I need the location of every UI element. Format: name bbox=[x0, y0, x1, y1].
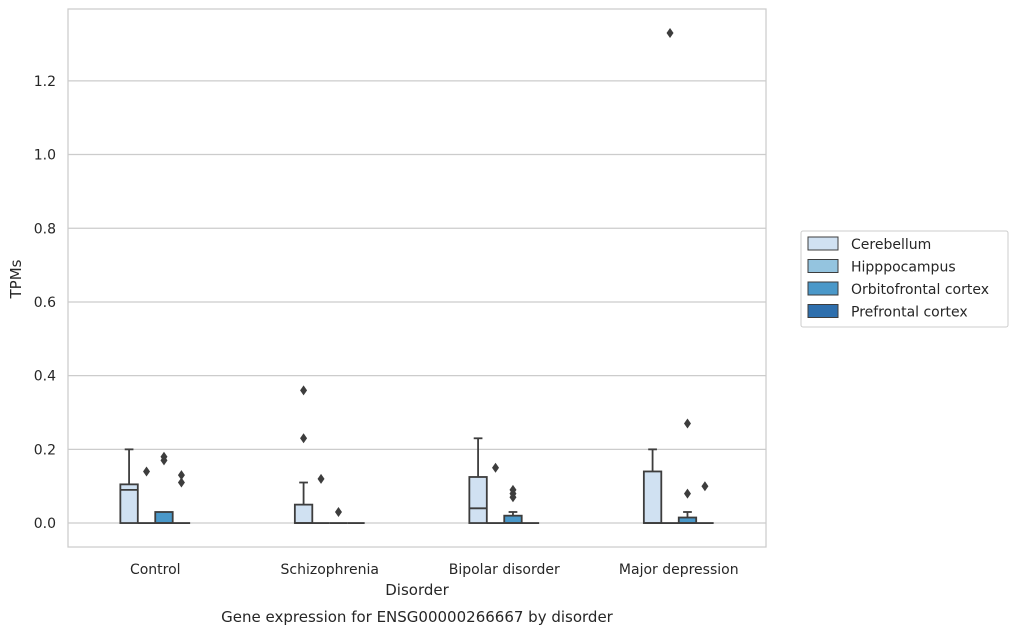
legend-swatch bbox=[807, 304, 839, 318]
grid-lines bbox=[68, 80, 766, 524]
box-body bbox=[503, 514, 523, 524]
outlier-point bbox=[177, 470, 185, 481]
box-body bbox=[119, 483, 139, 524]
y-tick-label: 0.0 bbox=[34, 516, 56, 532]
outlier-point bbox=[160, 451, 168, 462]
outlier-point bbox=[666, 27, 674, 38]
box-body bbox=[293, 503, 314, 524]
legend-label: Hipppocampus bbox=[851, 260, 956, 276]
legend-swatch bbox=[807, 281, 839, 296]
box-body bbox=[468, 476, 488, 524]
y-tick-label: 0.6 bbox=[34, 295, 56, 311]
x-axis-label: Disorder bbox=[385, 581, 449, 599]
y-tick-label: 0.4 bbox=[34, 369, 56, 385]
box-body bbox=[154, 511, 174, 524]
box bbox=[468, 437, 488, 524]
x-tick-label: Control bbox=[130, 562, 181, 578]
legend-swatch bbox=[807, 236, 839, 251]
y-tick-label: 0.2 bbox=[34, 442, 56, 458]
series-hipppocampus bbox=[137, 27, 679, 524]
outlier-point bbox=[317, 473, 325, 484]
outlier-point bbox=[701, 481, 709, 492]
chart-title: Gene expression for ENSG00000266667 by d… bbox=[221, 608, 614, 626]
legend-item: Hipppocampus bbox=[807, 259, 956, 276]
plot-area-frame bbox=[67, 8, 767, 548]
legend-label: Orbitofrontal cortex bbox=[851, 282, 989, 298]
box bbox=[119, 448, 139, 524]
outlier-point bbox=[683, 418, 691, 429]
y-axis-label: TPMs bbox=[7, 259, 25, 299]
series-cerebellum bbox=[119, 385, 663, 524]
box bbox=[696, 481, 714, 524]
outlier-point bbox=[300, 433, 308, 444]
box bbox=[329, 506, 348, 524]
box-plot-series bbox=[119, 27, 714, 524]
legend-item: Cerebellum bbox=[807, 236, 931, 253]
box bbox=[677, 418, 698, 524]
y-tick-label: 1.0 bbox=[34, 148, 56, 164]
outlier-point bbox=[334, 506, 342, 517]
outlier-point bbox=[177, 477, 185, 488]
box bbox=[642, 448, 663, 524]
box bbox=[172, 470, 191, 524]
outlier-point bbox=[683, 488, 691, 499]
legend-swatch bbox=[807, 259, 839, 273]
box bbox=[312, 473, 330, 524]
legend-frame bbox=[800, 230, 1009, 328]
box-body bbox=[642, 470, 663, 524]
series-prefrontal-cortex bbox=[172, 470, 714, 524]
x-tick-label: Bipolar disorder bbox=[449, 562, 560, 578]
outlier-point bbox=[300, 385, 308, 396]
legend: Cerebellum Hipppocampus Orbitofrontal cort… bbox=[800, 230, 1009, 328]
y-tick-labels: 0.0 0.2 0.4 0.6 0.8 1.0 1.2 bbox=[34, 74, 56, 532]
outlier-point bbox=[143, 466, 151, 477]
box bbox=[137, 466, 156, 524]
legend-label: Prefrontal cortex bbox=[851, 305, 968, 321]
box bbox=[503, 484, 523, 524]
series-orbitofrontal-cortex bbox=[154, 418, 698, 524]
outlier-point bbox=[492, 462, 500, 473]
x-tick-label: Schizophrenia bbox=[281, 562, 379, 578]
legend-item: Prefrontal cortex bbox=[807, 304, 968, 321]
box bbox=[154, 451, 174, 524]
legend-item: Orbitofrontal cortex bbox=[807, 281, 989, 298]
box bbox=[293, 385, 314, 524]
y-tick-label: 1.2 bbox=[34, 74, 56, 90]
x-tick-label: Major depression bbox=[619, 562, 739, 578]
box bbox=[486, 462, 505, 524]
box bbox=[661, 27, 679, 524]
outlier-point bbox=[509, 484, 517, 495]
y-tick-label: 0.8 bbox=[34, 221, 56, 237]
x-tick-labels: Control Schizophrenia Bipolar disorder Majo… bbox=[130, 562, 739, 578]
legend-label: Cerebellum bbox=[851, 237, 931, 253]
